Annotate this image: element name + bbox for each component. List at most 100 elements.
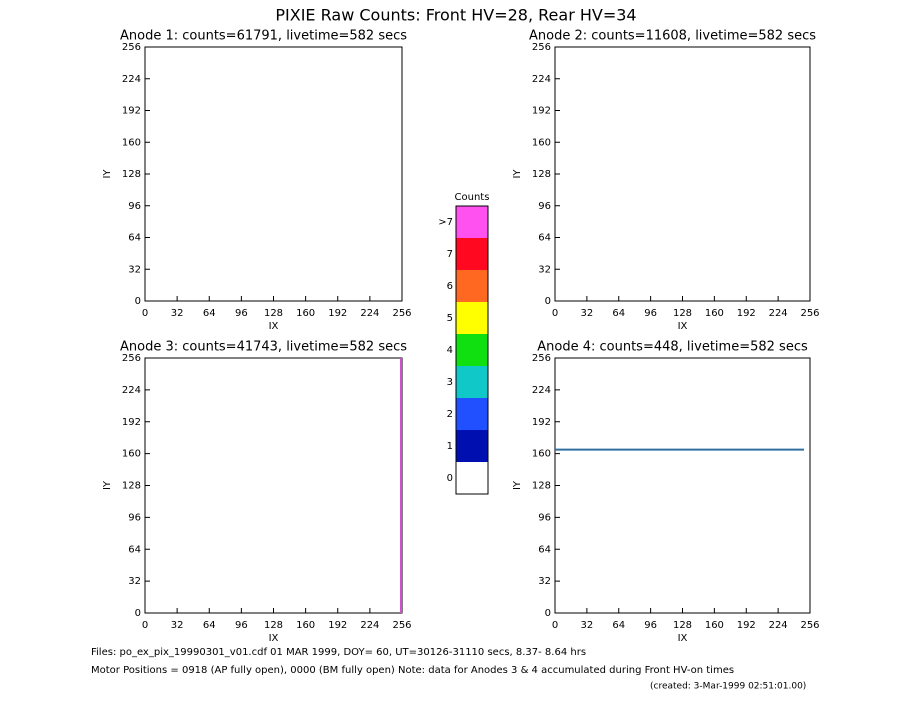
y-tick-label: 224 <box>122 74 141 85</box>
x-tick-label: 224 <box>360 620 379 631</box>
y-tick-label: 64 <box>538 233 551 244</box>
x-tick-label: 224 <box>769 620 788 631</box>
colorbar-title: Counts <box>455 192 490 203</box>
plot-frame <box>144 357 403 614</box>
colorbar-label: >7 <box>438 217 453 228</box>
panel-title: Anode 1: counts=61791, livetime=582 secs <box>120 29 407 44</box>
y-tick-label: 32 <box>538 264 551 275</box>
colorbar-label: 4 <box>447 345 453 356</box>
y-tick-label: 256 <box>532 353 551 364</box>
y-tick-label: 160 <box>532 449 551 460</box>
y-axis-label: IY <box>102 169 113 179</box>
y-tick-label: 64 <box>538 544 551 555</box>
footer-files: Files: po_ex_pix_19990301_v01.cdf 01 MAR… <box>91 647 586 658</box>
colorbar-frame <box>455 205 489 495</box>
y-tick-label: 0 <box>545 296 551 307</box>
x-tick-label: 224 <box>360 308 379 319</box>
x-tick-label: 128 <box>264 620 283 631</box>
x-tick-label: 256 <box>392 620 411 631</box>
plot-frame <box>554 357 811 614</box>
colorbar-label: 0 <box>447 473 453 484</box>
y-tick-label: 128 <box>122 481 141 492</box>
y-tick-label: 128 <box>532 169 551 180</box>
x-tick-label: 224 <box>769 308 788 319</box>
x-tick-label: 96 <box>235 620 248 631</box>
x-tick-label: 32 <box>581 620 594 631</box>
y-tick-label: 96 <box>128 512 141 523</box>
x-tick-label: 32 <box>171 308 184 319</box>
x-tick-label: 160 <box>296 308 315 319</box>
colorbar-cell <box>456 334 488 366</box>
y-tick-label: 96 <box>128 201 141 212</box>
x-tick-label: 0 <box>142 620 148 631</box>
y-tick-label: 256 <box>122 42 141 53</box>
y-tick-label: 160 <box>122 137 141 148</box>
x-tick-label: 96 <box>644 620 657 631</box>
x-tick-label: 0 <box>552 620 558 631</box>
x-tick-label: 64 <box>612 308 625 319</box>
x-tick-label: 96 <box>644 308 657 319</box>
y-tick-label: 64 <box>128 544 141 555</box>
y-tick-label: 128 <box>532 481 551 492</box>
colorbar-label: 6 <box>447 281 453 292</box>
x-tick-label: 96 <box>235 308 248 319</box>
y-tick-label: 0 <box>135 296 141 307</box>
colorbar-cell <box>456 462 488 494</box>
y-tick-label: 128 <box>122 169 141 180</box>
colorbar-cell <box>456 238 488 270</box>
x-tick-label: 0 <box>142 308 148 319</box>
y-tick-label: 96 <box>538 512 551 523</box>
x-tick-label: 0 <box>552 308 558 319</box>
y-tick-label: 32 <box>128 576 141 587</box>
x-tick-label: 64 <box>612 620 625 631</box>
y-tick-label: 224 <box>532 385 551 396</box>
colorbar-label: 5 <box>447 313 453 324</box>
y-tick-label: 64 <box>128 233 141 244</box>
y-tick-label: 96 <box>538 201 551 212</box>
colorbar-label: 3 <box>447 377 453 388</box>
plot-frame <box>554 46 811 302</box>
footer-created: (created: 3-Mar-1999 02:51:01.00) <box>650 682 806 692</box>
x-tick-label: 128 <box>264 308 283 319</box>
x-tick-label: 192 <box>328 308 347 319</box>
colorbar-cell <box>456 398 488 430</box>
panel-title: Anode 4: counts=448, livetime=582 secs <box>537 340 808 355</box>
x-tick-label: 128 <box>673 620 692 631</box>
x-tick-label: 32 <box>171 620 184 631</box>
y-tick-label: 192 <box>122 106 141 117</box>
x-tick-label: 192 <box>737 308 756 319</box>
colorbar-cell <box>456 430 488 462</box>
x-tick-label: 256 <box>392 308 411 319</box>
y-tick-label: 192 <box>532 106 551 117</box>
x-tick-label: 128 <box>673 308 692 319</box>
x-axis-label: IX <box>678 633 688 644</box>
colorbar-cell <box>456 206 488 238</box>
x-axis-label: IX <box>269 321 279 332</box>
x-tick-label: 64 <box>203 620 216 631</box>
x-tick-label: 192 <box>328 620 347 631</box>
y-tick-label: 224 <box>532 74 551 85</box>
x-tick-label: 160 <box>705 308 724 319</box>
footer-motor: Motor Positions = 0918 (AP fully open), … <box>91 665 734 676</box>
x-tick-label: 64 <box>203 308 216 319</box>
y-axis-label: IY <box>102 480 113 490</box>
x-tick-label: 32 <box>581 308 594 319</box>
x-tick-label: 192 <box>737 620 756 631</box>
x-axis-label: IX <box>269 633 279 644</box>
y-tick-label: 224 <box>122 385 141 396</box>
y-tick-label: 192 <box>122 417 141 428</box>
colorbar-cell <box>456 302 488 334</box>
colorbar-cell <box>456 270 488 302</box>
panel-title: Anode 2: counts=11608, livetime=582 secs <box>529 29 816 44</box>
y-tick-label: 160 <box>122 449 141 460</box>
x-tick-label: 160 <box>705 620 724 631</box>
x-tick-label: 256 <box>800 620 819 631</box>
y-axis-label: IY <box>512 480 523 490</box>
colorbar-label: 7 <box>447 249 453 260</box>
y-tick-label: 32 <box>128 264 141 275</box>
y-tick-label: 0 <box>545 608 551 619</box>
y-tick-label: 32 <box>538 576 551 587</box>
colorbar-label: 2 <box>447 409 453 420</box>
colorbar-cell <box>456 366 488 398</box>
